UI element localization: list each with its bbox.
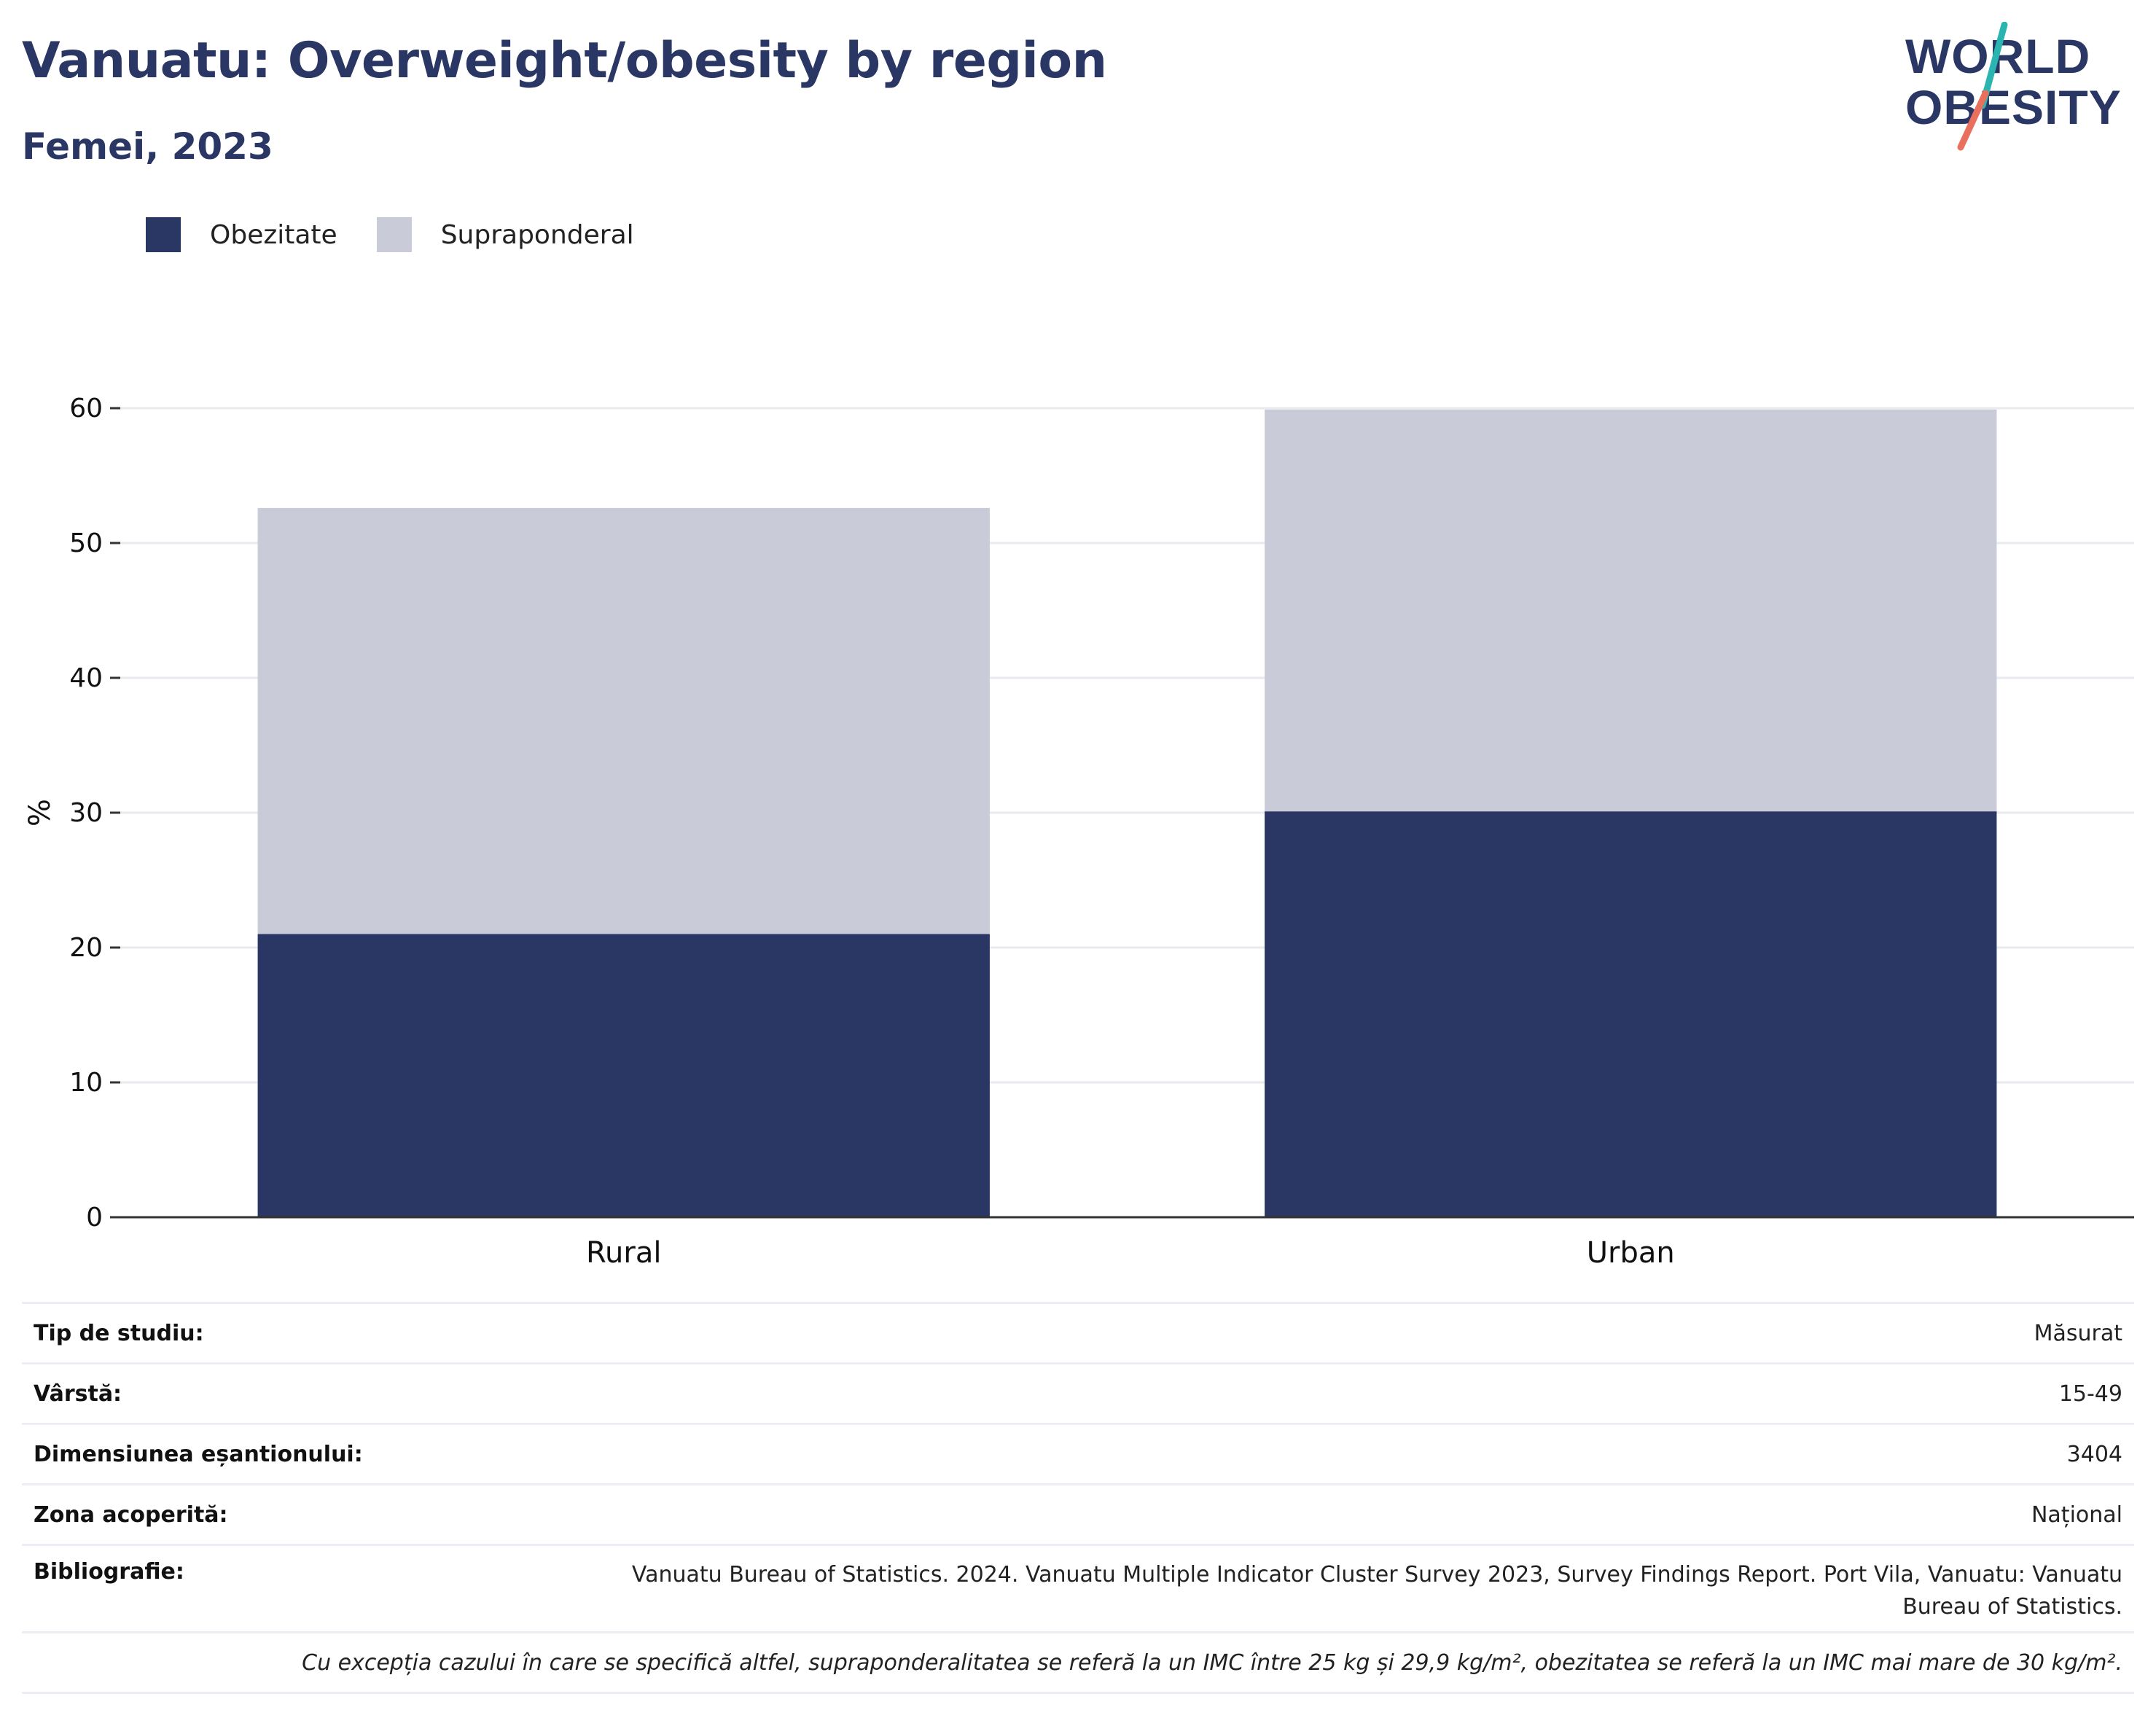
info-value: Măsurat	[2034, 1320, 2122, 1346]
bar-supraponderal-rural	[257, 507, 990, 934]
chart-title: Vanuatu: Overweight/obesity by region	[22, 32, 1107, 90]
y-tick-label: 40	[69, 663, 103, 693]
legend-label-supraponderal: Supraponderal	[440, 219, 634, 250]
y-tick-label: 0	[86, 1203, 103, 1233]
stacked-bar-chart: 0 10 20 30 40 50 60% Rural Urban	[0, 364, 2156, 1276]
chart-subtitle: Femei, 2023	[22, 125, 273, 168]
legend-swatch-supraponderal	[376, 217, 412, 252]
info-label: Tip de studiu:	[34, 1320, 204, 1346]
x-tick-label: Urban	[1587, 1236, 1675, 1270]
y-tick-label: 30	[69, 798, 103, 828]
info-label: Dimensiunea eșantionului:	[34, 1441, 363, 1467]
bar-obezitate-urban	[1265, 811, 1997, 1217]
info-row-age: Vârstă: 15-49	[22, 1362, 2134, 1423]
x-tick-label: Rural	[586, 1236, 661, 1270]
info-value: 3404	[2066, 1441, 2122, 1467]
info-label: Vârstă:	[34, 1380, 122, 1407]
info-label: Zona acoperită:	[34, 1501, 228, 1528]
legend-swatch-obezitate	[146, 217, 181, 252]
world-obesity-logo: WORLD OBESITY	[1895, 21, 2136, 153]
logo-text-line2: OBESITY	[1905, 80, 2122, 134]
info-value: Vanuatu Bureau of Statistics. 2024. Vanu…	[631, 1562, 2122, 1620]
bar-supraponderal-urban	[1265, 409, 1997, 812]
chart-legend: Obezitate Supraponderal	[146, 217, 673, 252]
legend-item-obezitate[interactable]: Obezitate	[146, 217, 337, 252]
study-info-table: Tip de studiu: Măsurat Vârstă: 15-49 Dim…	[22, 1302, 2134, 1694]
info-row-bibliography: Bibliografie: Vanuatu Bureau of Statisti…	[22, 1544, 2134, 1631]
y-tick-label: 20	[69, 933, 103, 963]
y-tick-label: 60	[69, 394, 103, 423]
legend-label-obezitate: Obezitate	[210, 219, 337, 250]
info-label: Bibliografie:	[34, 1559, 184, 1585]
legend-item-supraponderal[interactable]: Supraponderal	[376, 217, 634, 252]
y-tick-label: 10	[69, 1068, 103, 1098]
bar-obezitate-rural	[257, 934, 990, 1217]
y-tick-label: 50	[69, 528, 103, 558]
logo-slash-bottom	[1957, 90, 1989, 151]
footnote-row: Cu excepția cazului în care se specifică…	[22, 1631, 2134, 1694]
y-axis-label: %	[23, 799, 57, 827]
info-value: Național	[2031, 1501, 2122, 1528]
info-value: 15-49	[2058, 1380, 2122, 1407]
info-row-coverage: Zona acoperită: Național	[22, 1483, 2134, 1544]
info-row-study-type: Tip de studiu: Măsurat	[22, 1302, 2134, 1362]
info-row-sample-size: Dimensiunea eșantionului: 3404	[22, 1423, 2134, 1483]
definition-footnote: Cu excepția cazului în care se specifică…	[302, 1649, 2122, 1676]
